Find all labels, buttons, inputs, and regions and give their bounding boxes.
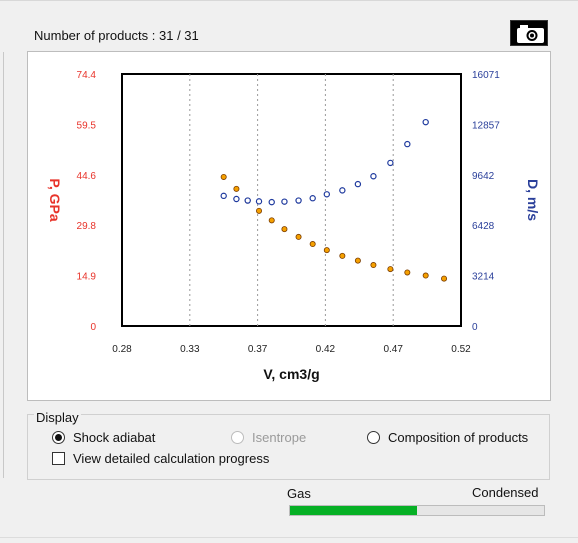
right-tick-label: 3214	[472, 272, 495, 283]
pressure-point	[323, 247, 330, 254]
phase-ratio-bar	[289, 505, 545, 516]
velocity-point	[370, 173, 377, 180]
shock-adiabat-radio[interactable]	[52, 431, 65, 444]
right-tick-label: 16071	[472, 70, 500, 81]
condensed-label: Condensed	[472, 485, 539, 500]
gas-fraction-fill	[290, 506, 417, 515]
right-tick-label: 6428	[472, 221, 495, 232]
left-axis-label: P, GPa	[47, 178, 63, 222]
pressure-point	[309, 241, 316, 248]
left-tick-label: 59.5	[77, 120, 97, 131]
velocity-point	[404, 140, 411, 148]
gas-label: Gas	[287, 486, 311, 501]
pressure-point	[339, 252, 346, 259]
display-group-title: Display	[34, 410, 81, 425]
isentrope-label: Isentrope	[252, 430, 307, 445]
left-tick-label: 29.8	[77, 221, 97, 232]
velocity-point	[281, 198, 288, 205]
velocity-point	[233, 195, 240, 203]
velocity-point	[422, 118, 429, 126]
isentrope-radio[interactable]	[231, 431, 244, 444]
left-pane-edge	[0, 52, 4, 478]
right-tick-labels: 0 3214 6428 9642 12857 16071	[472, 70, 500, 333]
camera-icon	[517, 25, 544, 43]
x-tick-label: 0.42	[316, 344, 336, 355]
velocity-point	[244, 197, 251, 204]
composition-radio[interactable]	[367, 431, 380, 444]
product-count-label: Number of products : 31 / 31	[34, 28, 199, 43]
x-tick-label: 0.28	[112, 344, 132, 355]
shock-adiabat-label: Shock adiabat	[73, 430, 156, 445]
x-tick-label: 0.52	[451, 344, 471, 355]
pressure-point	[268, 217, 275, 224]
composition-label: Composition of products	[388, 430, 529, 445]
velocity-point	[220, 192, 227, 200]
data-points	[220, 118, 448, 282]
velocity-point	[323, 191, 331, 198]
velocity-point	[339, 187, 346, 194]
plot-area	[121, 73, 462, 327]
left-tick-label: 14.9	[77, 272, 97, 283]
detailed-progress-checkbox[interactable]	[52, 452, 65, 465]
pressure-point	[354, 257, 361, 264]
left-tick-label: 74.4	[77, 70, 97, 81]
display-group	[27, 414, 550, 480]
snapshot-button[interactable]	[510, 20, 548, 46]
detailed-progress-label: View detailed calculation progress	[73, 451, 270, 466]
top-divider	[0, 0, 578, 1]
pressure-point	[295, 233, 302, 240]
velocity-point	[354, 180, 362, 188]
x-tick-label: 0.47	[383, 344, 403, 355]
x-tick-labels: 0.28 0.33 0.37 0.42 0.47 0.52	[112, 344, 471, 355]
left-tick-labels: 0 14.9 29.8 44.6 59.5 74.4	[77, 70, 97, 333]
velocity-point	[387, 159, 394, 167]
x-tick-label: 0.33	[180, 344, 200, 355]
pressure-point	[256, 207, 263, 214]
chart-panel: 0.28 0.33 0.37 0.42 0.47 0.52 0 14.9 29.8 44.6 59…	[27, 51, 551, 401]
pressure-point	[441, 275, 448, 282]
pressure-point	[422, 272, 429, 279]
left-tick-label: 44.6	[77, 171, 97, 182]
left-tick-label: 0	[90, 322, 96, 333]
pressure-point	[220, 173, 227, 180]
pressure-point	[404, 269, 411, 276]
right-axis-label: D, m/s	[525, 179, 541, 221]
x-axis-label: V, cm3/g	[263, 366, 319, 382]
pressure-point	[370, 262, 377, 269]
pressure-point	[281, 226, 288, 233]
velocity-point	[255, 198, 263, 205]
pressure-velocity-chart: 0.28 0.33 0.37 0.42 0.47 0.52 0 14.9 29.8 44.6 59…	[47, 70, 541, 382]
pressure-point	[233, 185, 240, 192]
velocity-point	[309, 195, 316, 202]
velocity-point	[268, 198, 275, 206]
right-tick-label: 0	[472, 322, 478, 333]
bottom-divider	[0, 537, 578, 538]
right-tick-label: 9642	[472, 171, 495, 182]
pressure-point	[387, 266, 394, 273]
right-tick-label: 12857	[472, 120, 500, 131]
velocity-point	[295, 197, 302, 204]
x-tick-label: 0.37	[248, 344, 268, 355]
